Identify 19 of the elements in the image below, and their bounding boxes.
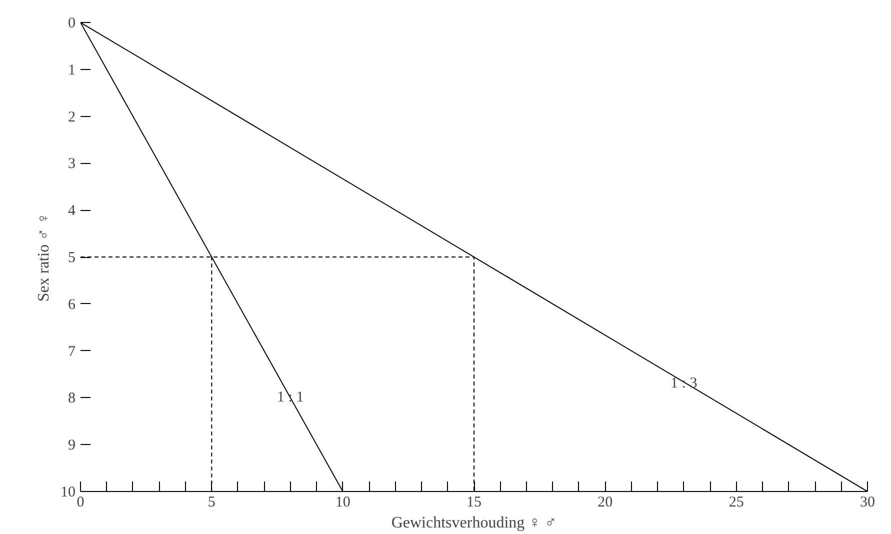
- x-tick-label: 15: [466, 494, 482, 510]
- x-tick-label: 25: [728, 494, 744, 510]
- y-tick-label: 6: [68, 296, 76, 313]
- y-tick-label: 2: [68, 109, 76, 126]
- y-tick-label: 4: [68, 203, 76, 220]
- y-tick-label: 5: [68, 250, 76, 266]
- y-tick-label: 8: [68, 390, 76, 407]
- y-tick-label: 0: [68, 16, 76, 32]
- y-tick-label: 1: [68, 62, 76, 78]
- x-tick-label: 5: [208, 494, 216, 510]
- y-tick-label: 3: [68, 156, 76, 172]
- y-axis-title: Sex ratio ♂ ♀: [36, 212, 52, 302]
- y-tick-label: 9: [68, 438, 76, 454]
- y-tick-label: 7: [68, 344, 76, 360]
- x-axis-title: Gewichtsverhouding ♀ ♂: [391, 514, 557, 532]
- y-tick-label: 10: [60, 484, 76, 500]
- x-tick-label: 30: [860, 494, 875, 510]
- x-tick-label: 10: [335, 494, 350, 510]
- x-tick-label: 20: [598, 494, 613, 510]
